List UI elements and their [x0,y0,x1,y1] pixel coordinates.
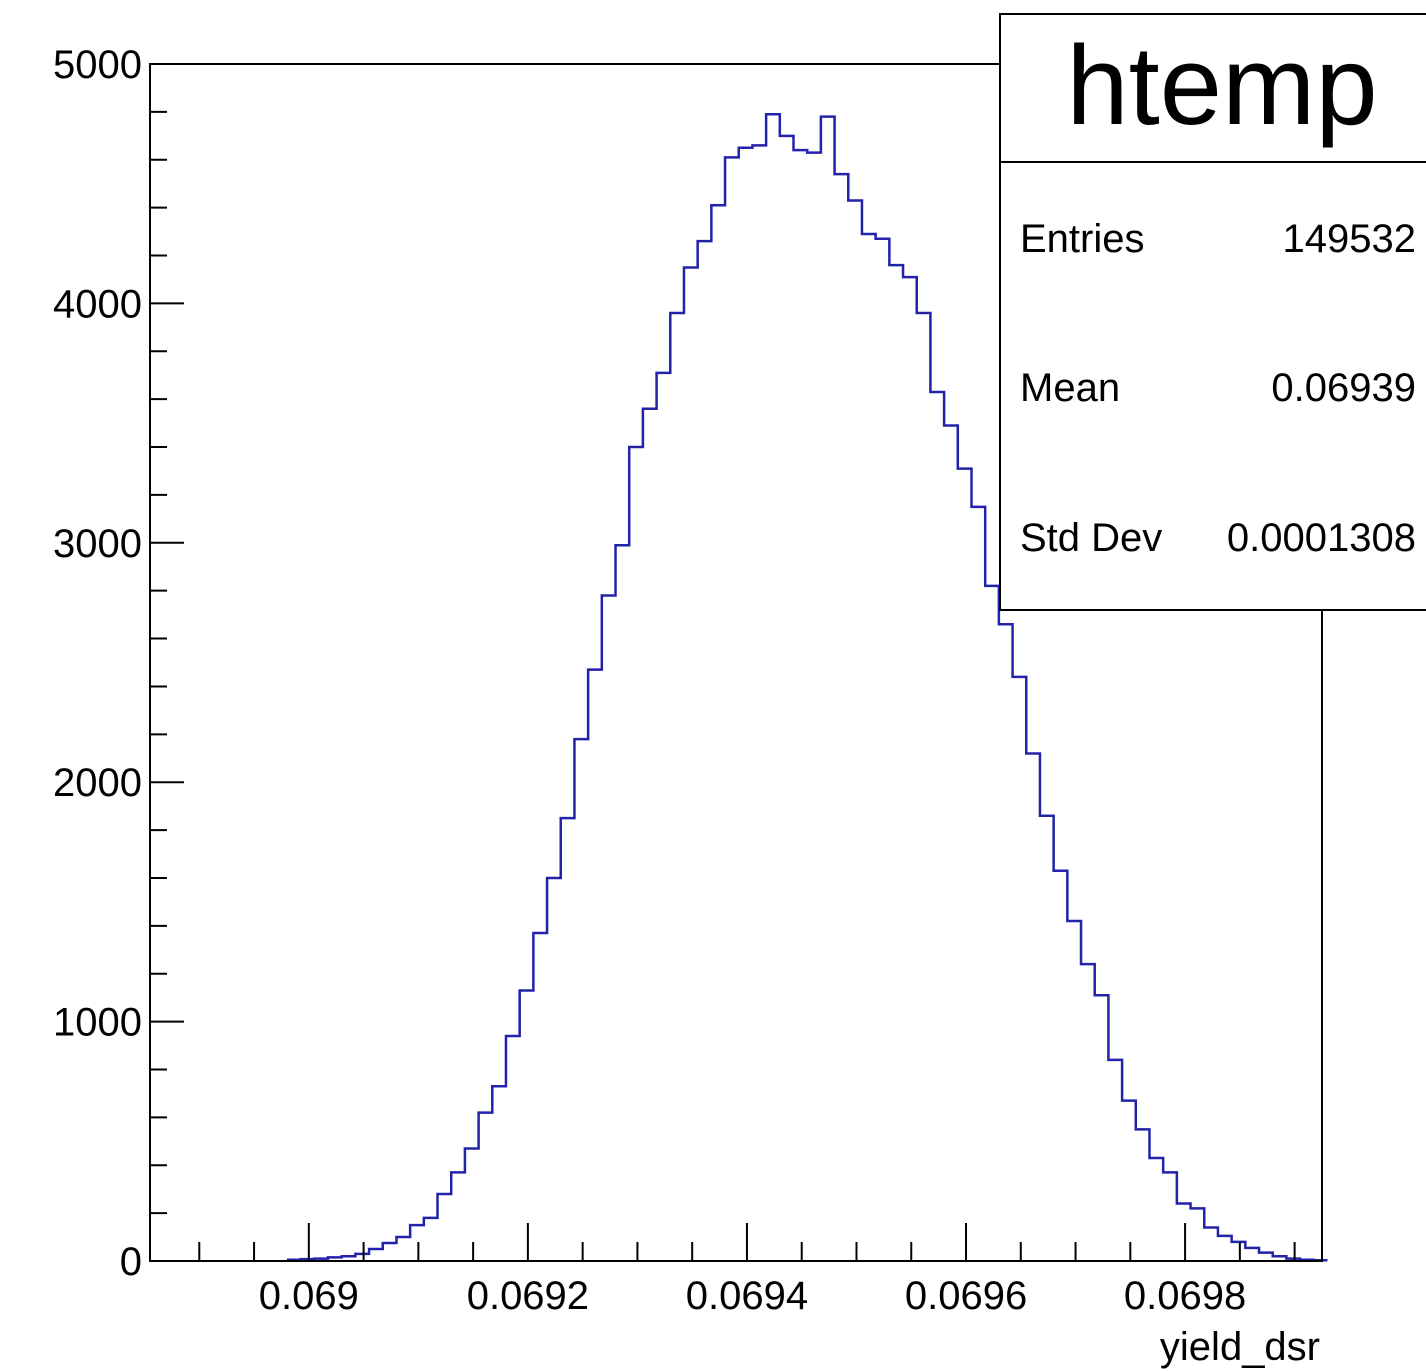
histogram-bin [862,234,876,1261]
x-tick-label: 0.0694 [686,1274,808,1318]
histogram-bin [1081,964,1095,1261]
stats-mean-label: Mean [1020,366,1120,410]
histogram-bin [1163,1172,1177,1261]
histogram-bin [876,239,890,1261]
histogram-bin [1054,871,1068,1261]
y-tick-label: 4000 [53,282,142,326]
histogram-bin [602,595,616,1261]
histogram-bin [985,586,999,1261]
y-tick-label: 1000 [53,1001,142,1045]
histogram-bin [492,1086,506,1261]
histogram-layer [286,113,1328,1262]
histogram-bin [1067,921,1081,1261]
histogram-bin [1122,1101,1136,1261]
histogram-bin [1232,1242,1246,1261]
histogram-bin [1218,1236,1232,1261]
x-tick-label: 0.0692 [467,1274,589,1318]
histogram-bin [1191,1208,1205,1261]
histogram-bin [958,469,972,1261]
histogram-bin [451,1172,465,1261]
stats-box: htemp Entries 149532 Mean 0.06939 Std De… [999,13,1426,611]
histogram-bin [944,425,958,1261]
stats-title: htemp [1066,23,1377,148]
histogram-bin [629,447,643,1261]
histogram-bin [355,1254,369,1261]
y-axis: 0 1000 2000 3000 4000 5000 [53,43,184,1284]
stats-stddev-label: Std Dev [1020,516,1162,560]
histogram-bin [1149,1158,1163,1261]
histogram-bin [739,148,753,1261]
histogram-bin [506,1036,520,1261]
histogram-bin [1095,995,1109,1261]
y-tick-label: 2000 [53,761,142,805]
histogram-bin [547,878,561,1261]
histogram-bin [396,1237,410,1261]
histogram-bin [725,157,739,1261]
histogram-bin [369,1249,383,1261]
histogram-bin [698,241,712,1261]
histogram-bin [903,277,917,1261]
x-tick-label: 0.0698 [1124,1274,1246,1318]
histogram-bin [479,1113,493,1261]
histogram-bin [1245,1248,1259,1261]
histogram-bin [424,1218,438,1261]
histogram-bin [643,409,657,1261]
x-tick-label: 0.0696 [905,1274,1027,1318]
histogram-bin [752,145,766,1261]
histogram-bin [1108,1060,1122,1261]
plot-frame [149,63,1323,1262]
histogram-bin [972,507,986,1261]
stats-box-frame [999,13,1426,611]
histogram-bin [657,373,671,1261]
histogram-bin [438,1194,452,1261]
histogram-bin [670,313,684,1261]
histogram-bin [1204,1227,1218,1261]
histogram-bin [835,174,849,1261]
histogram-bin [383,1243,397,1261]
x-tick-label: 0.069 [259,1274,359,1318]
histogram-bin [520,990,534,1261]
stats-stddev-value: 0.0001308 [1227,516,1416,560]
histogram-bin [410,1225,424,1261]
histogram-bin [465,1148,479,1261]
histogram-bin [1026,753,1040,1261]
histogram-bin [794,150,808,1261]
stats-entries-label: Entries [1020,217,1145,261]
histogram-bin [780,136,794,1261]
histogram-bin [616,545,630,1261]
histogram-bin [561,818,575,1261]
histogram-bin [1259,1253,1273,1261]
y-tick-label: 5000 [53,43,142,87]
histogram-bin [1040,816,1054,1261]
histogram-bin [930,392,944,1261]
histogram-bin [1136,1129,1150,1261]
histogram-bin [574,739,588,1261]
histogram-bin [766,114,780,1261]
histogram-bin [1177,1204,1191,1261]
histogram-bin [848,200,862,1261]
histogram-bin [917,313,931,1261]
stats-mean-value: 0.06939 [1271,366,1416,410]
histogram-bin [999,624,1013,1261]
y-tick-label: 3000 [53,522,142,566]
histogram-bin [588,670,602,1261]
x-axis: 0.069 0.0692 0.0694 0.0696 0.0698 [198,1223,1296,1318]
histogram-bin [684,267,698,1261]
histogram-bin [1013,677,1027,1261]
histogram-bin [807,153,821,1261]
histogram-bin [821,117,835,1261]
histogram-bin [533,933,547,1261]
stats-entries-value: 149532 [1283,217,1416,261]
plot-area-border [149,63,1323,1262]
histogram-outline [286,113,1328,1262]
histogram-bin [711,205,725,1261]
x-axis-title: yield_dsr [1160,1325,1320,1369]
histogram-bin [889,265,903,1261]
y-tick-label: 0 [120,1240,142,1284]
